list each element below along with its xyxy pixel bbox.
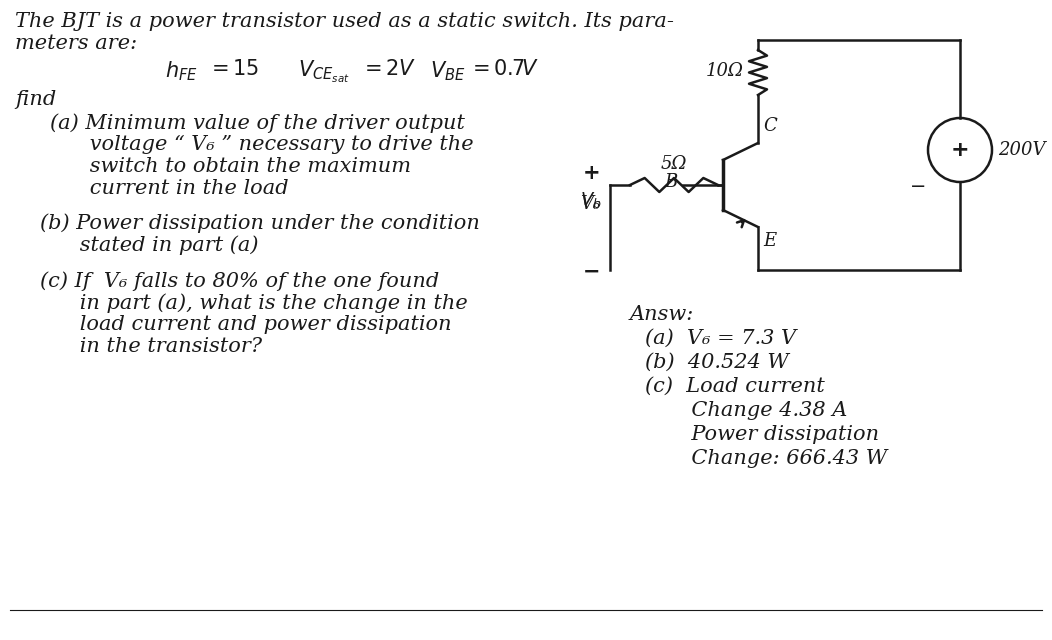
Text: (c) If  V₆ falls to 80% of the one found: (c) If V₆ falls to 80% of the one found <box>40 271 440 291</box>
Text: $V_{CE_{sat}}$: $V_{CE_{sat}}$ <box>298 59 349 85</box>
Text: (b)  40.524 W: (b) 40.524 W <box>645 353 789 372</box>
Text: $V_{BE}$: $V_{BE}$ <box>430 59 466 83</box>
Text: 10Ω: 10Ω <box>706 61 744 79</box>
Text: meters are:: meters are: <box>15 34 137 53</box>
Text: −: − <box>910 177 926 196</box>
Text: $= 15$: $= 15$ <box>207 59 259 79</box>
Text: stated in part (a): stated in part (a) <box>40 235 259 255</box>
Text: (b) Power dissipation under the condition: (b) Power dissipation under the conditio… <box>40 213 480 233</box>
Text: −: − <box>583 262 600 282</box>
Text: +: + <box>951 140 969 160</box>
Text: $= 0.7 V$: $= 0.7 V$ <box>468 59 540 79</box>
Text: 200V: 200V <box>998 141 1046 159</box>
Text: $= 2V$: $= 2V$ <box>360 59 417 79</box>
Text: +: + <box>583 163 600 183</box>
Text: (c)  Load current: (c) Load current <box>645 377 825 396</box>
Text: find: find <box>15 90 56 109</box>
Text: 5Ω: 5Ω <box>661 155 687 173</box>
Text: (a)  V₆ = 7.3 V: (a) V₆ = 7.3 V <box>645 329 796 348</box>
Text: B: B <box>665 173 677 191</box>
Text: in the transistor?: in the transistor? <box>40 337 262 356</box>
Text: (a) Minimum value of the driver output: (a) Minimum value of the driver output <box>50 113 465 132</box>
Text: Change 4.38 A: Change 4.38 A <box>645 401 847 420</box>
Text: load current and power dissipation: load current and power dissipation <box>40 315 451 334</box>
Text: Answ:: Answ: <box>630 305 694 324</box>
Text: current in the load: current in the load <box>50 179 288 198</box>
Text: E: E <box>763 232 776 250</box>
Text: Change: 666.43 W: Change: 666.43 W <box>645 449 887 468</box>
Text: V₆: V₆ <box>580 195 600 213</box>
Text: The BJT is a power transistor used as a static switch. Its para-: The BJT is a power transistor used as a … <box>15 12 674 31</box>
Text: $V_b$: $V_b$ <box>581 190 602 210</box>
Text: Power dissipation: Power dissipation <box>645 425 879 444</box>
Text: C: C <box>763 117 776 135</box>
Text: $h_{FE}$: $h_{FE}$ <box>165 59 198 83</box>
Text: voltage “ V₆ ” necessary to drive the: voltage “ V₆ ” necessary to drive the <box>50 135 473 154</box>
Text: in part (a), what is the change in the: in part (a), what is the change in the <box>40 293 468 313</box>
Text: switch to obtain the maximum: switch to obtain the maximum <box>50 157 411 176</box>
